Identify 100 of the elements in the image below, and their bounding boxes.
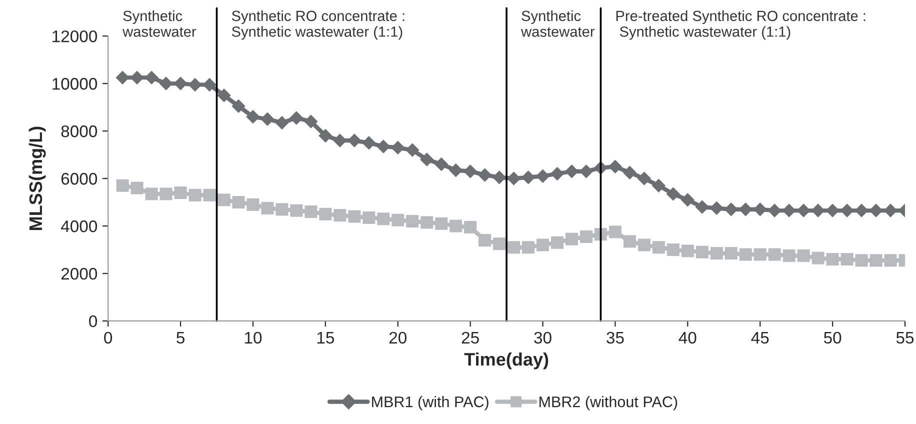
point [869, 204, 883, 218]
point [260, 112, 274, 126]
point [232, 196, 245, 208]
point [738, 202, 752, 216]
point [319, 208, 332, 220]
x-tick-label: 50 [824, 332, 842, 344]
point [334, 209, 346, 222]
x-tick-label: 35 [606, 332, 624, 344]
point [492, 170, 506, 184]
point [348, 134, 362, 148]
point [246, 198, 260, 211]
point [362, 211, 376, 224]
point [160, 188, 172, 200]
y-tick-label: 4000 [60, 220, 98, 232]
point [724, 247, 738, 260]
point [623, 235, 636, 248]
annotation: Pre-treated Synthetic RO concentrate : Synthetic wastewater (1:1) [616, 10, 866, 40]
point [768, 248, 781, 261]
point [434, 157, 448, 172]
y-tick-label: 6000 [61, 172, 98, 185]
point [420, 152, 434, 166]
x-axis-title: Time(day) [464, 352, 548, 370]
point [782, 249, 796, 262]
point [348, 210, 361, 223]
point [405, 143, 420, 157]
point [696, 246, 708, 258]
point [521, 170, 536, 184]
point [174, 186, 187, 199]
x-tick-label: 45 [751, 332, 769, 344]
point [318, 128, 332, 143]
point [637, 172, 652, 186]
point [522, 241, 535, 254]
point [463, 164, 478, 178]
point [855, 254, 868, 267]
x-tick-label: 10 [244, 332, 262, 344]
point [218, 194, 230, 206]
point [478, 234, 492, 246]
point [854, 204, 868, 218]
point [448, 163, 463, 178]
x-tick-label: 20 [389, 332, 406, 344]
annotation: Synthetic wastewater [122, 10, 196, 37]
point [695, 200, 710, 214]
point [202, 78, 216, 92]
point [680, 193, 695, 207]
point [768, 204, 782, 218]
point [652, 241, 665, 254]
point [666, 243, 680, 256]
point [362, 136, 376, 150]
point [203, 188, 216, 202]
point [840, 252, 854, 266]
x-tick-label: 25 [462, 332, 479, 344]
point [608, 226, 622, 238]
x-tick-label: 30 [534, 332, 552, 344]
point [188, 78, 202, 92]
point [450, 220, 462, 232]
point [130, 182, 144, 194]
point [275, 116, 289, 130]
x-tick-label: 0 [104, 332, 112, 344]
point [493, 238, 506, 250]
point [376, 140, 390, 154]
point [144, 70, 158, 84]
point [478, 168, 492, 182]
point [392, 214, 404, 226]
y-tick-label: 2000 [61, 268, 98, 280]
annotation: Synthetic RO concentrate : Synthetic wastewater (1:1) [232, 10, 404, 40]
point [608, 160, 622, 174]
y-tick-label: 8000 [61, 125, 98, 138]
point [580, 230, 592, 243]
point [811, 204, 825, 218]
point [710, 201, 724, 216]
point [406, 214, 419, 228]
point [564, 164, 579, 178]
point [116, 179, 129, 192]
x-tick-label: 15 [317, 332, 334, 344]
x-tick-label: 40 [678, 332, 696, 344]
point [884, 254, 897, 267]
point [870, 254, 882, 267]
point [710, 247, 723, 260]
point [666, 187, 680, 201]
point [566, 232, 578, 246]
point [435, 217, 448, 230]
point [753, 202, 767, 216]
point [130, 70, 144, 84]
point [739, 248, 752, 261]
point [754, 248, 766, 261]
point [464, 220, 477, 234]
point [217, 88, 231, 102]
point [681, 244, 694, 258]
legend-label: MBR2 (without PAC) [540, 396, 678, 410]
point [536, 238, 550, 252]
point [797, 249, 810, 262]
point [840, 204, 854, 218]
annotation: Synthetic wastewater [521, 10, 595, 37]
point [232, 99, 246, 113]
point [290, 111, 304, 125]
point [377, 212, 390, 226]
point [551, 236, 564, 249]
point [304, 114, 318, 128]
point [116, 70, 130, 84]
point [638, 238, 650, 252]
